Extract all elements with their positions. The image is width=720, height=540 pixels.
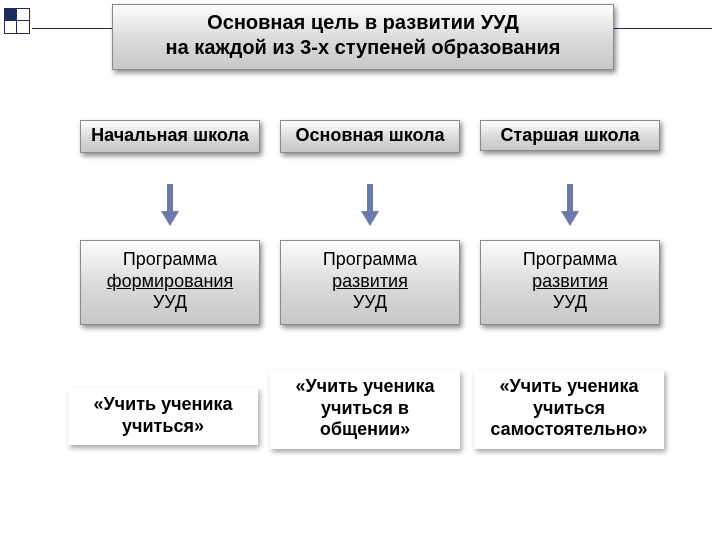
- arrow-down-icon: [361, 184, 379, 226]
- arrow-1: [80, 180, 260, 230]
- program-box-1: Программа формирования УУД: [80, 240, 260, 325]
- program-box-3: Программа развития УУД: [480, 240, 660, 325]
- program-key: формирования: [107, 271, 233, 291]
- program-key: развития: [332, 271, 408, 291]
- motto-box-1: «Учить ученика учиться»: [68, 388, 258, 445]
- program-box-2: Программа развития УУД: [280, 240, 460, 325]
- program-pre: Программа: [323, 249, 417, 269]
- motto-box-2: «Учить ученика учиться в общении»: [270, 370, 460, 449]
- stage-label: Старшая школа: [500, 125, 639, 145]
- motto-text: «Учить ученика учиться»: [93, 394, 232, 436]
- motto-text: «Учить ученика учиться в общении»: [295, 376, 434, 439]
- stage-box-3: Старшая школа: [480, 120, 660, 151]
- stage-box-1: Начальная школа: [80, 120, 260, 153]
- program-post: УУД: [553, 292, 587, 312]
- arrow-down-icon: [561, 184, 579, 226]
- stage-label: Основная школа: [295, 125, 444, 145]
- arrow-3: [480, 180, 660, 230]
- program-post: УУД: [153, 292, 187, 312]
- motto-box-3: «Учить ученика учиться самостоятельно»: [474, 370, 664, 449]
- stage-label: Начальная школа: [91, 125, 249, 145]
- program-pre: Программа: [523, 249, 617, 269]
- title-box: Основная цель в развитии УУД на каждой и…: [112, 4, 614, 70]
- corner-decoration: [4, 8, 38, 42]
- title-line1: Основная цель в развитии УУД: [207, 12, 519, 34]
- program-pre: Программа: [123, 249, 217, 269]
- arrow-down-icon: [161, 184, 179, 226]
- arrow-2: [280, 180, 460, 230]
- title-line2: на каждой из 3-х ступеней образования: [166, 37, 561, 59]
- program-post: УУД: [353, 292, 387, 312]
- program-key: развития: [532, 271, 608, 291]
- motto-text: «Учить ученика учиться самостоятельно»: [490, 376, 647, 439]
- stage-box-2: Основная школа: [280, 120, 460, 153]
